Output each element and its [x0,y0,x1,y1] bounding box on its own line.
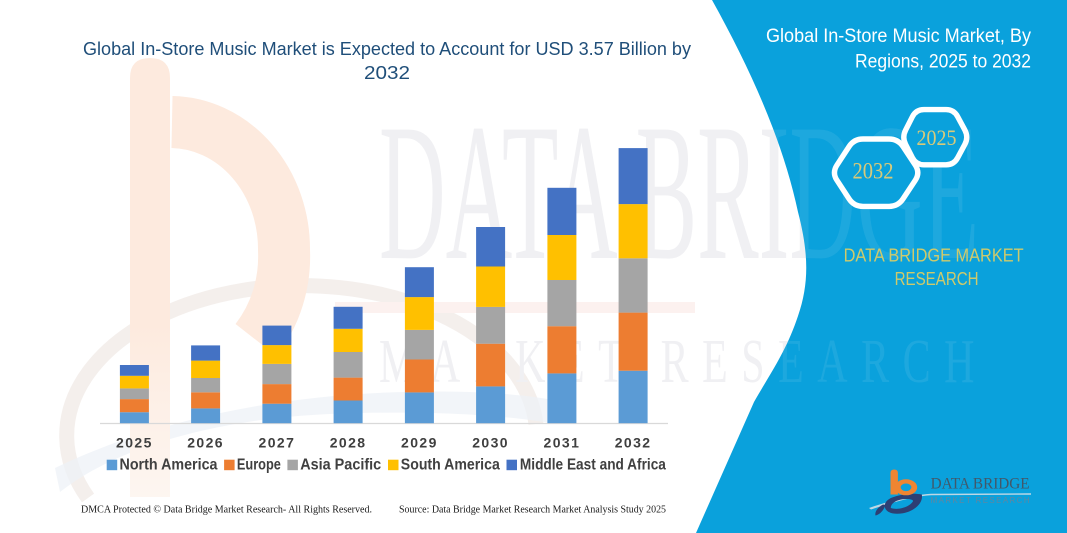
svg-text:2028: 2028 [330,435,367,451]
svg-text:Europe: Europe [237,457,281,474]
svg-text:DATA BRIDGE: DATA BRIDGE [931,476,1030,493]
svg-text:2025: 2025 [917,125,957,150]
svg-text:2032: 2032 [615,435,652,451]
svg-text:DATA BRIDGE MARKET: DATA BRIDGE MARKET [844,246,1024,266]
svg-text:Regions, 2025 to 2032: Regions, 2025 to 2032 [855,52,1031,73]
svg-text:MARKET RESEARCH: MARKET RESEARCH [931,496,1032,505]
svg-text:North America: North America [120,457,218,474]
svg-text:Asia Pacific: Asia Pacific [300,457,381,474]
svg-text:Middle East and Africa: Middle East and Africa [520,457,666,474]
svg-text:2026: 2026 [187,435,224,451]
svg-text:Global In-Store Music Market i: Global In-Store Music Market is Expected… [83,39,691,59]
svg-text:DMCA Protected © Data Bridge M: DMCA Protected © Data Bridge Market Rese… [81,505,372,516]
svg-text:2030: 2030 [472,435,509,451]
svg-text:2032: 2032 [853,159,894,185]
svg-text:2032: 2032 [364,63,410,83]
svg-text:RESEARCH: RESEARCH [895,269,979,289]
svg-text:Global In-Store Music Market,: Global In-Store Music Market, By [766,26,1031,47]
svg-text:2025: 2025 [116,435,153,451]
svg-text:2031: 2031 [544,435,581,451]
svg-text:2027: 2027 [259,435,296,451]
svg-text:South America: South America [401,457,500,474]
svg-text:Source: Data Bridge Market Res: Source: Data Bridge Market Research Mark… [399,505,666,516]
svg-text:2029: 2029 [401,435,438,451]
